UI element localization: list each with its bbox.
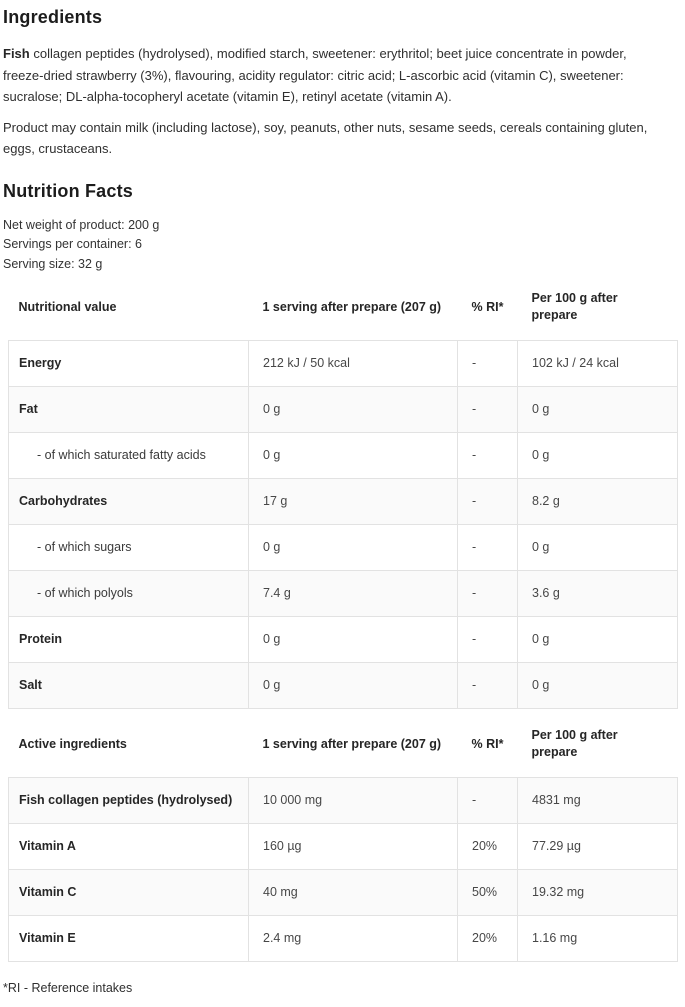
table-row: - of which sugars 0 g - 0 g bbox=[8, 524, 678, 571]
row-label: Vitamin A bbox=[8, 823, 249, 870]
row-ri-value: - bbox=[457, 777, 518, 824]
row-label: Salt bbox=[8, 662, 249, 709]
table-row: Fat 0 g - 0 g bbox=[8, 386, 678, 433]
allergen-bold-word: Fish bbox=[3, 46, 30, 61]
row-label: Fat bbox=[8, 386, 249, 433]
row-ri-value: - bbox=[457, 478, 518, 525]
row-serving-value: 0 g bbox=[248, 386, 458, 433]
row-per-100g-value: 102 kJ / 24 kcal bbox=[517, 340, 678, 387]
row-per-100g-value: 0 g bbox=[517, 524, 678, 571]
row-serving-value: 160 µg bbox=[248, 823, 458, 870]
nutrition-table: Nutritional value 1 serving after prepar… bbox=[8, 288, 678, 709]
table-row: Vitamin E 2.4 mg 20% 1.16 mg bbox=[8, 915, 678, 962]
row-label: Protein bbox=[8, 616, 249, 663]
row-label: - of which sugars bbox=[8, 524, 249, 571]
net-weight-line: Net weight of product: 200 g bbox=[3, 217, 160, 232]
row-label: - of which saturated fatty acids bbox=[8, 432, 249, 479]
ingredients-title: Ingredients bbox=[3, 7, 103, 27]
row-serving-value: 7.4 g bbox=[248, 570, 458, 617]
table-row: Fish collagen peptides (hydrolysed) 10 0… bbox=[8, 777, 678, 824]
row-per-100g-value: 0 g bbox=[517, 662, 678, 709]
row-label: Energy bbox=[8, 340, 249, 387]
table-header-row: Nutritional value 1 serving after prepar… bbox=[9, 288, 678, 341]
may-contain-text: Product may contain milk (including lact… bbox=[3, 119, 648, 157]
serving-size-line: Serving size: 32 g bbox=[3, 256, 103, 271]
row-per-100g-value: 8.2 g bbox=[517, 478, 678, 525]
row-per-100g-value: 0 g bbox=[517, 616, 678, 663]
servings-per-container-line: Servings per container: 6 bbox=[3, 237, 142, 251]
row-ri-value: - bbox=[457, 570, 518, 617]
row-serving-value: 0 g bbox=[248, 662, 458, 709]
column-header-serving: 1 serving after prepare (207 g) bbox=[262, 736, 442, 751]
row-label: Vitamin E bbox=[8, 915, 249, 962]
column-header-ri: % RI* bbox=[471, 736, 504, 751]
serving-info-block: Net weight of product: 200 g Servings pe… bbox=[3, 216, 677, 275]
ingredients-text: Fish collagen peptides (hydrolysed), mod… bbox=[3, 43, 658, 108]
ingredients-section: Ingredients Fish collagen peptides (hydr… bbox=[3, 6, 677, 160]
row-serving-value: 17 g bbox=[248, 478, 458, 525]
active-ingredients-table: Active ingredients 1 serving after prepa… bbox=[8, 725, 678, 962]
row-ri-value: 50% bbox=[457, 869, 518, 916]
row-serving-value: 40 mg bbox=[248, 869, 458, 916]
row-per-100g-value: 19.32 mg bbox=[517, 869, 678, 916]
row-ri-value: 20% bbox=[457, 823, 518, 870]
column-header-ri: % RI* bbox=[471, 299, 504, 314]
row-ri-value: - bbox=[457, 616, 518, 663]
reference-intakes-footnote: *RI - Reference intakes bbox=[3, 981, 133, 995]
column-header-nutritional-value: Nutritional value bbox=[18, 299, 117, 314]
row-ri-value: - bbox=[457, 340, 518, 387]
row-ri-value: 20% bbox=[457, 915, 518, 962]
row-serving-value: 10 000 mg bbox=[248, 777, 458, 824]
row-ri-value: - bbox=[457, 524, 518, 571]
column-header-active-ingredients: Active ingredients bbox=[18, 736, 127, 751]
row-label: - of which polyols bbox=[8, 570, 249, 617]
row-serving-value: 0 g bbox=[248, 616, 458, 663]
row-serving-value: 0 g bbox=[248, 432, 458, 479]
table-row: Vitamin C 40 mg 50% 19.32 mg bbox=[8, 869, 678, 916]
table-row: - of which saturated fatty acids 0 g - 0… bbox=[8, 432, 678, 479]
row-label: Vitamin C bbox=[8, 869, 249, 916]
row-ri-value: - bbox=[457, 662, 518, 709]
table-row: - of which polyols 7.4 g - 3.6 g bbox=[8, 570, 678, 617]
ingredients-list-text: collagen peptides (hydrolysed), modified… bbox=[3, 46, 627, 104]
column-header-per-100g: Per 100 g after prepare bbox=[531, 728, 618, 759]
row-ri-value: - bbox=[457, 432, 518, 479]
table-row: Vitamin A 160 µg 20% 77.29 µg bbox=[8, 823, 678, 870]
row-per-100g-value: 77.29 µg bbox=[517, 823, 678, 870]
row-serving-value: 212 kJ / 50 kcal bbox=[248, 340, 458, 387]
row-label: Carbohydrates bbox=[8, 478, 249, 525]
table-row: Energy 212 kJ / 50 kcal - 102 kJ / 24 kc… bbox=[8, 340, 678, 387]
table-row: Protein 0 g - 0 g bbox=[8, 616, 678, 663]
row-serving-value: 2.4 mg bbox=[248, 915, 458, 962]
nutrition-facts-section: Nutrition Facts Net weight of product: 2… bbox=[3, 180, 678, 998]
row-per-100g-value: 0 g bbox=[517, 386, 678, 433]
row-per-100g-value: 3.6 g bbox=[517, 570, 678, 617]
row-per-100g-value: 4831 mg bbox=[517, 777, 678, 824]
table-header-row: Active ingredients 1 serving after prepa… bbox=[9, 725, 678, 778]
table-row: Carbohydrates 17 g - 8.2 g bbox=[8, 478, 678, 525]
row-per-100g-value: 1.16 mg bbox=[517, 915, 678, 962]
row-per-100g-value: 0 g bbox=[517, 432, 678, 479]
row-label: Fish collagen peptides (hydrolysed) bbox=[8, 777, 249, 824]
row-ri-value: - bbox=[457, 386, 518, 433]
row-serving-value: 0 g bbox=[248, 524, 458, 571]
column-header-per-100g: Per 100 g after prepare bbox=[531, 291, 618, 322]
nutrition-facts-title: Nutrition Facts bbox=[3, 180, 134, 201]
table-row: Salt 0 g - 0 g bbox=[8, 662, 678, 709]
column-header-serving: 1 serving after prepare (207 g) bbox=[262, 299, 442, 314]
